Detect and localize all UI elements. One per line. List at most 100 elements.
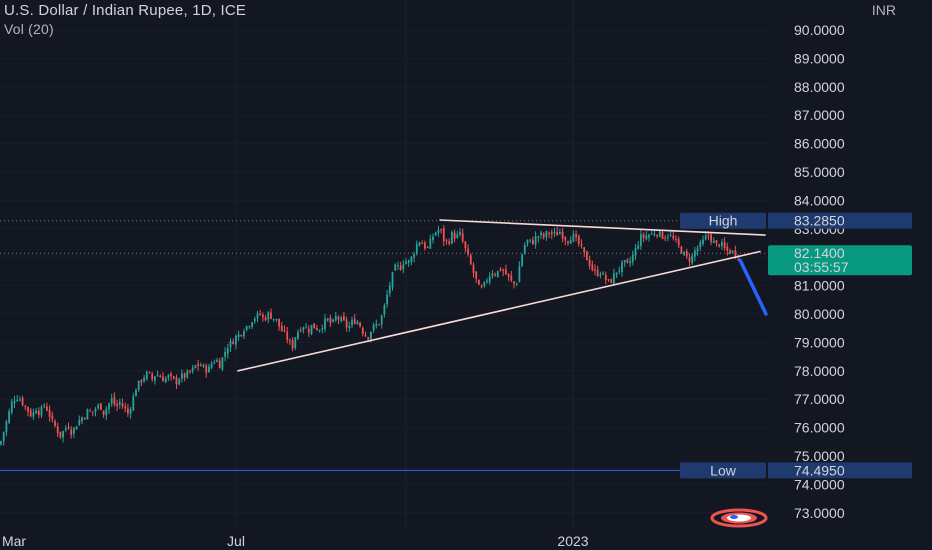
candle-body: [621, 262, 623, 273]
candle-body: [259, 313, 262, 315]
price-axis[interactable]: 90.0000 89.0000 88.0000 87.0000 86.0000 85.00…: [794, 22, 845, 521]
candle-body: [418, 242, 421, 246]
candle-body: [602, 273, 604, 275]
candle-body: [556, 231, 559, 236]
candle-body: [386, 294, 388, 305]
candle-body: [145, 372, 148, 379]
candle-body: [183, 373, 186, 378]
candle-body: [658, 230, 661, 237]
candle-body: [569, 239, 572, 244]
candle-body: [680, 246, 683, 254]
candle-body: [326, 318, 329, 321]
candle-body: [615, 272, 618, 275]
candle-body: [424, 242, 426, 249]
candle-body: [634, 248, 637, 256]
chart-legend: U.S. Dollar / Indian Rupee, 1D, ICE Vol …: [4, 2, 246, 38]
candle-body: [523, 244, 526, 254]
candle-body: [124, 406, 127, 409]
candle-series[interactable]: [0, 225, 739, 446]
candle-body: [388, 285, 391, 294]
candle-body: [2, 431, 5, 442]
candle-body: [310, 324, 313, 335]
candle-body: [729, 250, 731, 254]
candle-body: [291, 339, 294, 349]
volume-indicator-label[interactable]: Vol (20): [4, 21, 54, 37]
tradingview-logo-icon[interactable]: [710, 508, 768, 528]
candle-body: [391, 272, 394, 288]
price-axis-label: 84.0000: [794, 192, 845, 208]
candle-body: [486, 280, 488, 282]
candle-body: [537, 236, 540, 238]
candle-body: [0, 441, 2, 445]
candle-body: [726, 246, 729, 251]
candle-body: [488, 276, 491, 283]
candle-body: [221, 357, 224, 370]
candle-body: [469, 255, 472, 265]
price-axis-label: 75.0000: [794, 448, 845, 464]
candle-body: [356, 321, 359, 325]
candle-body: [507, 273, 510, 277]
candle-body: [135, 389, 137, 397]
price-tag-label: Low: [710, 462, 737, 478]
price-axis-label: 74.0000: [794, 476, 845, 492]
candle-body: [402, 264, 405, 269]
candle-body: [567, 241, 569, 244]
trendline-drawings[interactable]: [237, 219, 768, 372]
candle-body: [694, 250, 696, 257]
candle-body: [313, 323, 316, 329]
price-tag-label-box: [680, 462, 766, 479]
candle-body: [532, 240, 534, 245]
candle-body: [548, 232, 550, 234]
candle-body: [283, 330, 286, 332]
candle-body: [243, 331, 245, 337]
candle-body: [475, 271, 478, 279]
candle-body: [213, 362, 216, 364]
candle-body: [540, 232, 542, 236]
price-axis-label: 78.0000: [794, 363, 845, 379]
candle-body: [561, 231, 564, 239]
candle-body: [67, 427, 70, 429]
candle-body: [245, 326, 248, 330]
candle-body: [91, 411, 94, 413]
candle-body: [453, 232, 456, 239]
candle-body: [696, 247, 699, 252]
candle-body: [113, 396, 116, 405]
candle-body: [143, 377, 145, 382]
candle-body: [102, 410, 105, 415]
candle-body: [650, 233, 653, 235]
candle-body: [583, 247, 586, 253]
candle-body: [521, 254, 523, 267]
candle-body: [297, 331, 299, 339]
time-axis-label: Mar: [2, 533, 26, 549]
candle-body: [442, 228, 445, 242]
candle-body: [127, 408, 129, 414]
candle-body: [232, 341, 235, 345]
candle-body: [645, 235, 648, 240]
candle-body: [372, 324, 375, 331]
candle-body: [629, 261, 631, 264]
candle-body: [226, 348, 229, 354]
candle-body: [434, 232, 437, 236]
candle-body: [178, 379, 181, 385]
symbol-title[interactable]: U.S. Dollar / Indian Rupee, 1D, ICE: [4, 2, 247, 19]
candle-body: [413, 253, 415, 258]
candle-body: [683, 251, 685, 255]
candle-body: [240, 335, 243, 337]
candle-body: [191, 367, 194, 371]
candle-body: [691, 255, 694, 264]
candle-body: [294, 337, 297, 348]
candle-body: [186, 370, 189, 378]
candle-body: [197, 363, 199, 366]
candle-body: [472, 264, 475, 273]
candle-body: [664, 237, 667, 239]
candle-body: [248, 326, 251, 328]
candle-body: [54, 420, 56, 426]
current-price-box: [768, 245, 912, 276]
candle-body: [37, 410, 40, 415]
time-axis[interactable]: Mar Jul 2023: [2, 533, 589, 549]
candle-body: [445, 239, 448, 241]
candle-body: [550, 232, 553, 235]
candle-body: [397, 265, 399, 267]
